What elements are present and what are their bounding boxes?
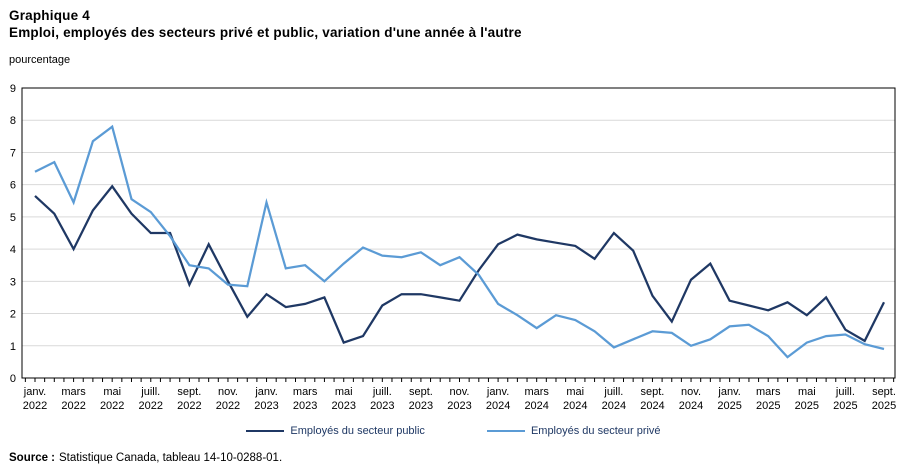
x-tick-label-month: mars (61, 386, 86, 398)
x-tick-label-month: janv. (254, 386, 277, 398)
series-line-public (34, 184, 886, 344)
y-tick-label: 5 (10, 212, 16, 224)
legend-line-swatch-public (246, 430, 285, 432)
source-text: Statistique Canada, tableau 14-10-0288-0… (59, 452, 283, 464)
y-tick-label: 1 (10, 341, 16, 353)
x-tick-label-month: janv. (23, 386, 46, 398)
x-tick-label-month: janv. (717, 386, 740, 398)
x-tick-label-year: 2024 (640, 400, 664, 412)
x-tick-label-month: juill. (372, 386, 392, 398)
x-tick-label-year: 2025 (833, 400, 857, 412)
x-tick-label-year: 2022 (100, 400, 124, 412)
x-tick-label-year: 2025 (717, 400, 741, 412)
x-tick-label-year: 2022 (216, 400, 240, 412)
x-tick-label-year: 2022 (61, 400, 85, 412)
x-tick-label-month: juill. (835, 386, 855, 398)
x-tick-label-year: 2023 (254, 400, 278, 412)
chart-title: Emploi, employés des secteurs privé et p… (9, 25, 522, 40)
y-tick-label: 7 (10, 147, 16, 159)
legend-label-public: Employés du secteur public (290, 425, 425, 437)
x-tick-label-month: mars (756, 386, 781, 398)
x-tick-label-year: 2025 (756, 400, 780, 412)
x-tick-label-year: 2024 (679, 400, 703, 412)
x-tick-label-month: mai (566, 386, 584, 398)
y-axis-unit-label: pourcentage (9, 54, 71, 66)
y-tick-label: 2 (10, 309, 16, 321)
chart-number: Graphique 4 (9, 8, 90, 23)
x-tick-label-year: 2023 (409, 400, 433, 412)
x-tick-label-year: 2022 (23, 400, 47, 412)
x-tick-label-year: 2023 (370, 400, 394, 412)
legend-line-swatch-private (486, 430, 525, 432)
x-tick-label-month: nov. (218, 386, 238, 398)
x-tick-label-month: mai (103, 386, 121, 398)
y-tick-label: 0 (10, 373, 16, 385)
x-tick-label-year: 2024 (563, 400, 587, 412)
x-tick-label-month: mai (335, 386, 353, 398)
y-tick-label: 4 (10, 244, 16, 256)
x-tick-label-month: nov. (681, 386, 701, 398)
x-tick-label-month: nov. (450, 386, 470, 398)
legend-item-private: Employés du secteur privé (486, 425, 661, 437)
y-tick-label: 3 (10, 276, 16, 288)
x-tick-label-month: sept. (641, 386, 665, 398)
chart-legend: Employés du secteur public Employés du s… (0, 425, 907, 437)
plot-border (21, 87, 896, 379)
x-tick-label-year: 2022 (139, 400, 163, 412)
x-tick-label-month: mars (524, 386, 549, 398)
x-tick-label-month: sept. (177, 386, 201, 398)
x-tick-label-year: 2023 (447, 400, 471, 412)
y-tick-label: 8 (10, 115, 16, 127)
x-tick-label-month: juill. (140, 386, 160, 398)
x-tick-label-year: 2023 (293, 400, 317, 412)
x-tick-label-year: 2025 (795, 400, 819, 412)
legend-label-private: Employés du secteur privé (530, 425, 661, 437)
x-tick-label-month: juill. (603, 386, 623, 398)
series-line-private (34, 124, 885, 359)
y-tick-label: 6 (10, 180, 16, 192)
source-note: Source : Statistique Canada, tableau 14-1… (9, 452, 282, 464)
chart-header: Graphique 4 Emploi, employés des secteur… (9, 7, 522, 41)
source-prefix: Source : (9, 452, 56, 464)
x-tick-label-month: mai (798, 386, 816, 398)
x-tick-label-year: 2024 (524, 400, 548, 412)
x-tick-label-month: mars (293, 386, 318, 398)
x-tick-label-month: janv. (486, 386, 509, 398)
x-tick-label-year: 2024 (486, 400, 510, 412)
x-tick-label-month: sept. (872, 386, 896, 398)
x-tick-label-year: 2022 (177, 400, 201, 412)
x-tick-label-month: sept. (409, 386, 433, 398)
x-tick-label-year: 2023 (331, 400, 355, 412)
y-tick-label: 9 (10, 83, 16, 95)
x-tick-label-year: 2024 (602, 400, 626, 412)
x-tick-label-year: 2025 (872, 400, 896, 412)
legend-item-public: Employés du secteur public (246, 425, 425, 437)
